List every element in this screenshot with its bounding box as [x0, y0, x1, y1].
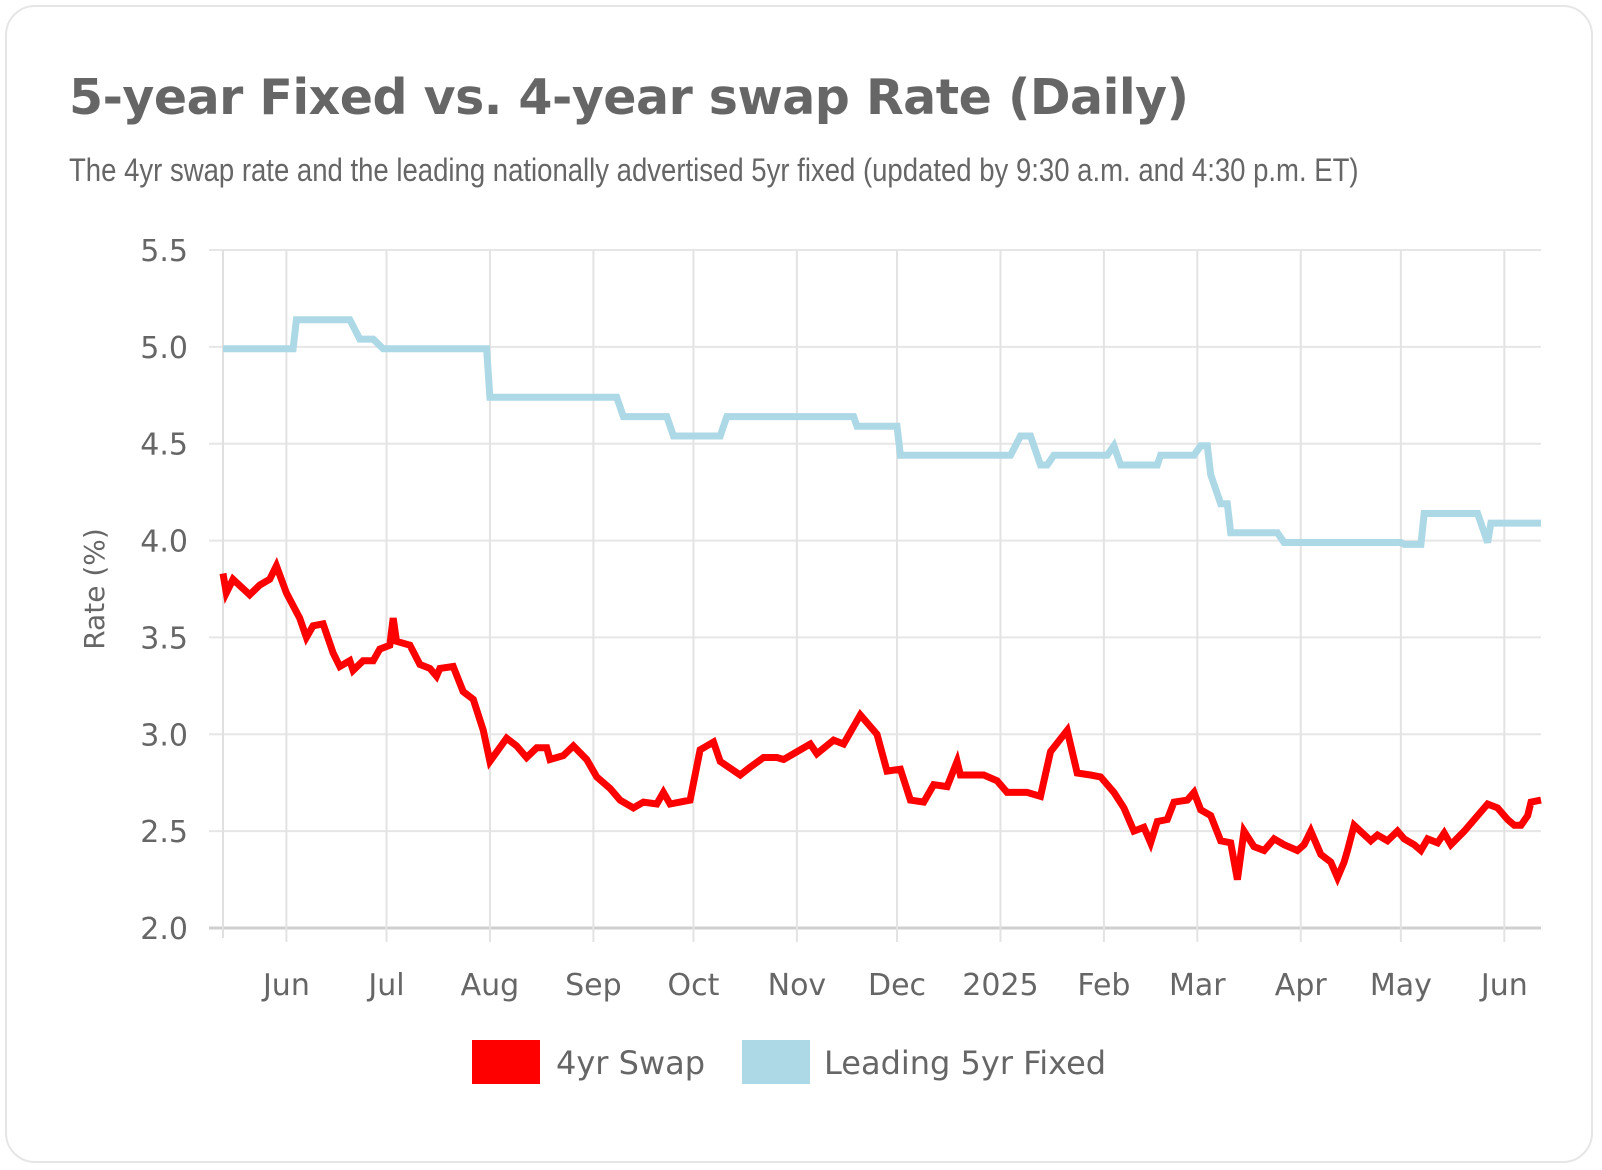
- x-tick-label: Jun: [261, 968, 310, 1003]
- chart-subtitle: The 4yr swap rate and the leading nation…: [69, 152, 1359, 188]
- x-tick-label: Aug: [461, 968, 520, 1003]
- x-tick-label: May: [1370, 968, 1432, 1003]
- series-lines: [219, 316, 1542, 887]
- y-tick-label: 3.0: [140, 718, 188, 753]
- x-tick-label: Apr: [1275, 968, 1328, 1003]
- x-tick-label: Oct: [668, 968, 720, 1003]
- legend-label: Leading 5yr Fixed: [824, 1044, 1106, 1082]
- x-tick-label: Nov: [768, 968, 827, 1003]
- legend-swatch: [742, 1040, 810, 1084]
- grid: [209, 249, 1541, 942]
- legend-swatch: [472, 1040, 540, 1084]
- y-tick-label: 2.5: [140, 815, 188, 850]
- y-axis-ticks: 2.0 2.5 3.0 3.5 4.0 4.5 5.0 5.5: [140, 234, 188, 947]
- x-tick-label: Dec: [868, 968, 926, 1003]
- x-axis-ticks: Jun Jul Aug Sep Oct Nov Dec 2025 Feb Mar Apr May Jun: [261, 968, 1528, 1003]
- chart-card: 5-year Fixed vs. 4-year swap Rate (Daily…: [5, 5, 1593, 1163]
- x-tick-label: 2025: [962, 968, 1038, 1003]
- y-tick-label: 5.5: [140, 234, 188, 269]
- x-tick-label: Feb: [1077, 968, 1130, 1003]
- y-tick-label: 5.0: [140, 331, 188, 366]
- y-tick-label: 2.0: [140, 912, 188, 947]
- legend-label: 4yr Swap: [556, 1044, 705, 1082]
- x-tick-label: Sep: [565, 968, 622, 1003]
- y-tick-label: 3.5: [140, 621, 188, 656]
- y-axis-label: Rate (%): [78, 528, 111, 650]
- x-tick-label: Jul: [366, 968, 404, 1003]
- series-line-4yr-swap: [219, 556, 1542, 887]
- x-tick-label: Mar: [1169, 968, 1226, 1003]
- series-line-leading-5yr-fixed: [223, 316, 1541, 548]
- y-tick-label: 4.0: [140, 525, 188, 560]
- legend: 4yr Swap Leading 5yr Fixed: [472, 1040, 1106, 1084]
- y-tick-label: 4.5: [140, 428, 188, 463]
- chart-title: 5-year Fixed vs. 4-year swap Rate (Daily…: [69, 69, 1189, 126]
- x-tick-label: Jun: [1479, 968, 1528, 1003]
